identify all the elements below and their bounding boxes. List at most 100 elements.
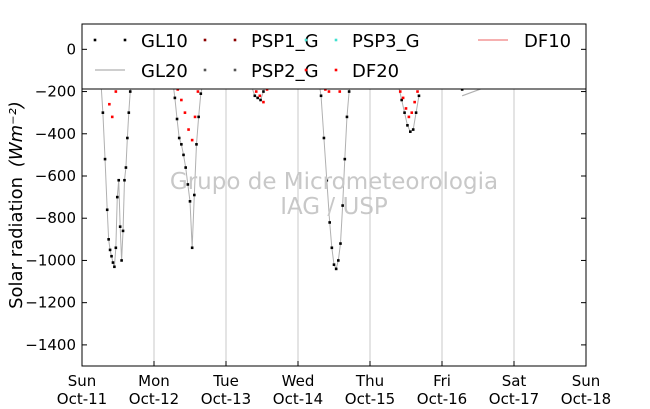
series-gl10-point <box>193 193 196 197</box>
legend-marker-psp3_g <box>304 38 308 42</box>
series-gl10-point <box>173 96 177 100</box>
series-df20-point <box>416 90 419 93</box>
series-gl10-point <box>186 183 190 186</box>
y-tick-label: −1000 <box>25 251 76 269</box>
series-gl10-point <box>190 246 194 250</box>
series-gl10-point <box>319 94 323 98</box>
series-gl10-point <box>341 204 344 207</box>
legend-label-gl10: GL10 <box>141 31 188 52</box>
x-axis: SunOct-11MonOct-12TueOct-13WedOct-14ThuO… <box>57 361 611 408</box>
legend: GL10 PSP1_G PSP3_G DF10 GL20 PSP2_G DF20 <box>81 23 587 90</box>
y-tick-label: 0 <box>66 40 76 58</box>
legend-label-df10: DF10 <box>524 31 571 52</box>
y-axis: 0 −200 −400 −600 −800 −1000 −1200 −1400 <box>25 40 586 354</box>
series-gl10-point <box>115 195 119 199</box>
legend-marker-gl10 <box>93 38 97 42</box>
series-gl10-point <box>400 98 403 102</box>
series-df20-point <box>327 90 331 93</box>
series-gl10-point <box>406 124 409 127</box>
watermark-line-1: Grupo de Micrometeorologia <box>170 169 498 195</box>
series-df20-point <box>413 100 416 104</box>
x-tick-label-date: Oct-13 <box>201 390 251 408</box>
y-tick-label: −600 <box>35 167 76 185</box>
x-tick-label-day: Thu <box>355 372 384 390</box>
y-tick-label: −400 <box>35 125 76 143</box>
series-df20-point <box>338 90 342 93</box>
series-df20-point <box>262 100 265 104</box>
legend-label-psp2_g: PSP2_G <box>251 61 319 82</box>
series-gl10-point <box>197 115 200 119</box>
series-gl10-point <box>322 136 326 140</box>
series-df20-point <box>196 90 200 93</box>
series-df20-point <box>108 102 111 106</box>
series-gl10-point <box>180 143 183 146</box>
x-tick-label-date: Oct-16 <box>417 390 467 408</box>
series-gl10-point <box>330 246 334 250</box>
legend-label-psp3_g: PSP3_G <box>352 31 420 52</box>
series-df20-point <box>258 94 262 98</box>
series-gl10-point <box>345 115 349 119</box>
x-tick-label-date: Oct-18 <box>561 390 611 408</box>
legend-marker-gl10 <box>123 38 127 42</box>
x-tick-label-date: Oct-14 <box>273 390 323 408</box>
series-gl10-trace-1 <box>172 78 206 248</box>
y-axis-label-text: Solar radiation <box>6 177 27 309</box>
series-df20-point <box>407 115 411 119</box>
x-tick-label-date: Oct-12 <box>129 390 179 408</box>
series-gl10-point <box>409 130 412 133</box>
series-df20-point <box>114 90 118 93</box>
series-gl10-point <box>325 178 329 182</box>
legend-box <box>81 23 587 90</box>
series-gl10-point <box>105 208 109 212</box>
x-tick-label-date: Oct-15 <box>345 390 395 408</box>
series-gl10-point <box>111 261 115 264</box>
legend-marker-df20 <box>304 68 308 72</box>
series-df20-point <box>398 90 402 93</box>
y-axis-label: Solar radiation (Wm⁻²) <box>6 101 27 309</box>
series-gl10-point <box>108 248 112 252</box>
series-gl10-point <box>113 265 116 269</box>
series-df20-point <box>187 128 190 131</box>
legend-marker-psp2_g <box>203 68 207 72</box>
series-gl10-point <box>110 254 113 258</box>
legend-marker-psp3_g <box>334 38 338 42</box>
series-gl10-point <box>121 229 125 233</box>
series-df20-point <box>110 115 114 119</box>
series-gl10-point <box>123 178 126 182</box>
watermark: Grupo de Micrometeorologia IAG / USP <box>170 169 498 220</box>
legend-marker-psp1_g <box>233 38 237 42</box>
legend-marker-df20 <box>334 68 338 72</box>
series-gl10-point <box>118 225 122 228</box>
series-gl10-point <box>117 178 121 182</box>
series-gl10-point <box>184 166 187 169</box>
x-tick-label-day: Sun <box>68 372 97 390</box>
series-df20-point <box>180 98 183 102</box>
x-tick-label-day: Sun <box>572 372 601 390</box>
series-gl10-point <box>332 263 336 266</box>
x-tick-label-day: Wed <box>282 372 315 390</box>
y-tick-label: −1400 <box>25 336 76 354</box>
legend-label-psp1_g: PSP1_G <box>251 31 319 52</box>
x-tick-label-date: Oct-17 <box>489 390 539 408</box>
y-tick-label: −1200 <box>25 294 76 312</box>
series-gl10-point <box>256 96 259 100</box>
legend-label-df20: DF20 <box>352 61 399 82</box>
series-gl10-point <box>126 136 129 140</box>
x-tick-label-day: Sat <box>502 372 527 390</box>
series-gl10-point <box>103 157 107 161</box>
series-gl10-point <box>403 111 406 114</box>
series-gl10-point <box>328 221 331 224</box>
x-tick-label-date: Oct-11 <box>57 390 107 408</box>
series-gl10-point <box>124 166 128 169</box>
y-tick-label: −200 <box>35 83 76 101</box>
series-df20-point <box>183 111 187 114</box>
legend-marker-psp2_g <box>233 68 237 72</box>
series-gl10-point <box>107 238 110 241</box>
vertical-gridlines <box>153 89 515 366</box>
series-gl10-point <box>199 92 203 95</box>
series-df20-point <box>404 107 408 110</box>
series-df20-point <box>254 90 258 93</box>
x-tick-label-day: Mon <box>138 372 170 390</box>
series-gl10-point <box>195 143 198 146</box>
series-gl10-point <box>253 94 257 98</box>
